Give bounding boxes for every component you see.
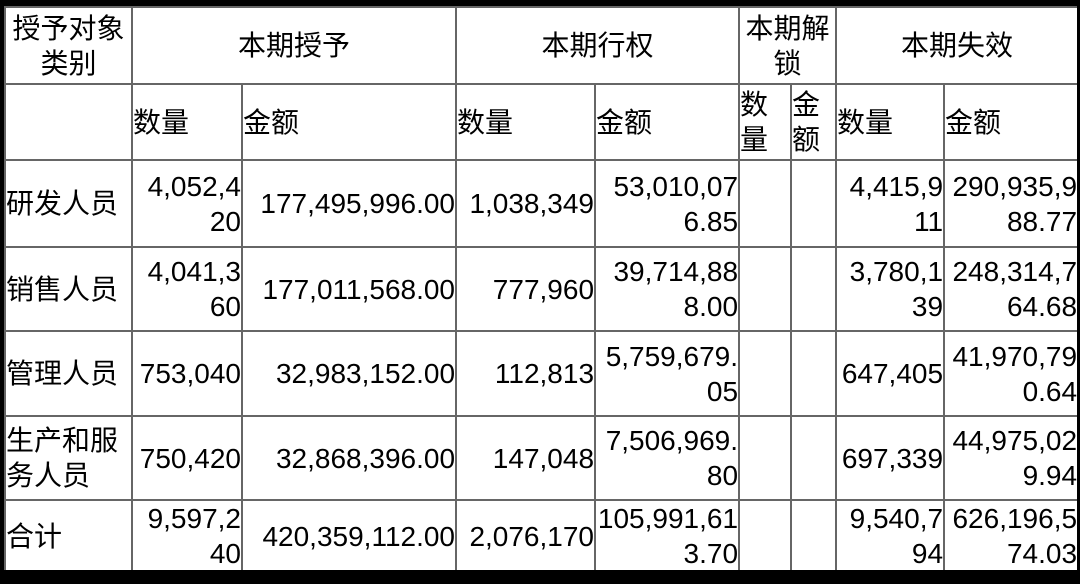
header-cell-unlock-group: 本期解锁 bbox=[738, 6, 838, 85]
cell-grant-qty: 750,420 bbox=[131, 415, 243, 501]
cell-unlock-amt bbox=[790, 246, 838, 332]
cell-unlock-amt bbox=[790, 415, 838, 501]
cell-exercise-qty: 1,038,349 bbox=[455, 159, 597, 248]
cell-lapse-qty: 647,405 bbox=[835, 330, 946, 417]
header-cell-grant-qty: 数量 bbox=[131, 83, 243, 161]
cell-lapse-amt: 626,196,574.03 bbox=[943, 499, 1077, 570]
row-label: 生产和服务人员 bbox=[4, 415, 133, 501]
header-cell-exercise-amt: 金额 bbox=[594, 83, 741, 161]
cell-exercise-qty: 147,048 bbox=[455, 415, 597, 501]
header-row-groups: 授予对象类别 本期授予 本期行权 本期解锁 本期失效 bbox=[4, 6, 1077, 85]
header-cell-grant-amt: 金额 bbox=[240, 83, 458, 161]
cell-exercise-qty: 777,960 bbox=[455, 246, 597, 332]
cell-lapse-amt: 248,314,764.68 bbox=[943, 246, 1077, 332]
header-cell-unlock-qty: 数量 bbox=[738, 83, 793, 161]
table-row-sales: 销售人员 4,041,360 177,011,568.00 777,960 39… bbox=[4, 246, 1077, 332]
header-cell-empty bbox=[4, 83, 133, 161]
cell-unlock-qty bbox=[738, 159, 793, 248]
cell-exercise-qty: 112,813 bbox=[455, 330, 597, 417]
cell-unlock-amt bbox=[790, 330, 838, 417]
header-cell-lapse-amt: 金额 bbox=[943, 83, 1077, 161]
header-cell-grant-group: 本期授予 bbox=[130, 6, 458, 85]
cell-grant-amt: 420,359,112.00 bbox=[240, 499, 458, 570]
header-cell-lapse-qty: 数量 bbox=[835, 83, 946, 161]
cell-lapse-qty: 9,540,794 bbox=[835, 499, 946, 570]
cell-unlock-amt bbox=[790, 499, 838, 570]
header-cell-exercise-qty: 数量 bbox=[455, 83, 597, 161]
header-cell-lapse-group: 本期失效 bbox=[835, 6, 1077, 85]
cell-unlock-qty bbox=[738, 499, 793, 570]
header-cell-exercise-group: 本期行权 bbox=[455, 6, 741, 85]
cell-exercise-qty: 2,076,170 bbox=[455, 499, 597, 570]
row-label: 管理人员 bbox=[4, 330, 133, 417]
cell-unlock-qty bbox=[738, 246, 793, 332]
header-cell-unlock-amt: 金额 bbox=[790, 83, 838, 161]
table-row-total: 合计 9,597,240 420,359,112.00 2,076,170 10… bbox=[4, 499, 1077, 570]
cell-exercise-amt: 39,714,888.00 bbox=[594, 246, 741, 332]
cell-grant-qty: 753,040 bbox=[131, 330, 243, 417]
cell-unlock-qty bbox=[738, 330, 793, 417]
cell-lapse-qty: 3,780,139 bbox=[835, 246, 946, 332]
header-cell-category: 授予对象类别 bbox=[4, 6, 133, 85]
cell-lapse-amt: 290,935,988.77 bbox=[943, 159, 1077, 248]
cell-unlock-qty bbox=[738, 415, 793, 501]
cell-grant-amt: 177,495,996.00 bbox=[240, 159, 458, 248]
cell-grant-amt: 32,983,152.00 bbox=[240, 330, 458, 417]
cell-exercise-amt: 7,506,969.80 bbox=[594, 415, 741, 501]
row-label-total: 合计 bbox=[4, 499, 133, 570]
cell-lapse-qty: 4,415,911 bbox=[835, 159, 946, 248]
cell-exercise-amt: 53,010,076.85 bbox=[594, 159, 741, 248]
cell-exercise-amt: 105,991,613.70 bbox=[594, 499, 741, 570]
cell-grant-qty: 4,052,420 bbox=[131, 159, 243, 248]
cell-lapse-qty: 697,339 bbox=[835, 415, 946, 501]
header-row-sub: 数量 金额 数量 金额 数量 金额 数量 金额 bbox=[4, 83, 1077, 161]
cell-exercise-amt: 5,759,679.05 bbox=[594, 330, 741, 417]
cell-lapse-amt: 41,970,790.64 bbox=[943, 330, 1077, 417]
cell-grant-qty: 9,597,240 bbox=[131, 499, 243, 570]
grant-exercise-table: 授予对象类别 本期授予 本期行权 本期解锁 本期失效 数量 金额 数量 金额 数… bbox=[4, 6, 1077, 570]
cell-grant-amt: 177,011,568.00 bbox=[240, 246, 458, 332]
cell-grant-qty: 4,041,360 bbox=[131, 246, 243, 332]
table-row-production-service: 生产和服务人员 750,420 32,868,396.00 147,048 7,… bbox=[4, 415, 1077, 501]
table-row-management: 管理人员 753,040 32,983,152.00 112,813 5,759… bbox=[4, 330, 1077, 417]
cell-lapse-amt: 44,975,029.94 bbox=[943, 415, 1077, 501]
table-row-rd: 研发人员 4,052,420 177,495,996.00 1,038,349 … bbox=[4, 159, 1077, 248]
cell-grant-amt: 32,868,396.00 bbox=[240, 415, 458, 501]
row-label: 研发人员 bbox=[4, 159, 133, 248]
cell-unlock-amt bbox=[790, 159, 838, 248]
row-label: 销售人员 bbox=[4, 246, 133, 332]
